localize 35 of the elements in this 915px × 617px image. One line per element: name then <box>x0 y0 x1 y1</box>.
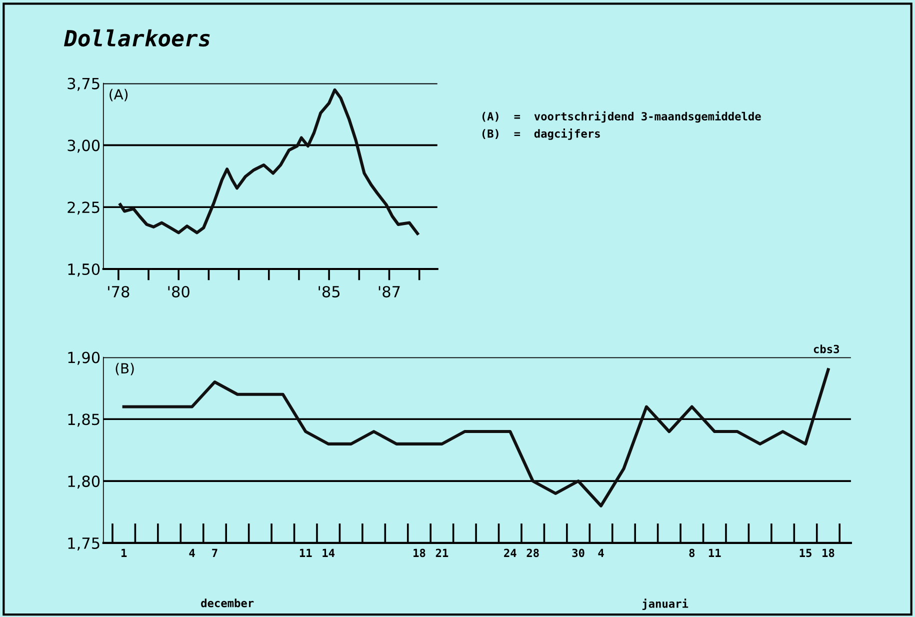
x-tick-label: 4 <box>189 548 195 557</box>
annotation: (A) <box>110 88 128 102</box>
x-tick-label: 11 <box>708 548 721 557</box>
y-tick-label: 3,00 <box>68 140 100 153</box>
x-tick-label: 1 <box>122 548 127 557</box>
y-tick-label: 2,25 <box>68 202 100 215</box>
text: cbs3 <box>814 344 840 354</box>
y-tick-label: 1,50 <box>68 263 100 277</box>
y-tick-label: 1,90 <box>68 352 100 365</box>
x-tick-label: '87 <box>378 286 400 298</box>
y-tick-label: 1,80 <box>68 476 100 489</box>
y-tick-label: 1,75 <box>68 538 100 551</box>
x-tick-label: 18 <box>414 548 426 558</box>
x-tick-label: 11 <box>300 548 312 557</box>
x-tick-label: '80 <box>168 286 190 298</box>
annotation: (B) <box>116 362 134 376</box>
x-tick-label: 15 <box>800 548 812 558</box>
x-tick-label: 18 <box>822 548 834 558</box>
chart-title: Dollarkoers <box>64 29 210 47</box>
x-tick-label: 30 <box>572 548 584 558</box>
x-tick-label: 28 <box>526 548 539 558</box>
text: januari <box>642 598 688 610</box>
x-tick-label: 4 <box>598 548 604 557</box>
x-tick-label: 7 <box>212 548 218 557</box>
x-tick-label: 14 <box>322 548 335 557</box>
y-tick-label: 3,75 <box>68 78 100 91</box>
x-tick-label: 24 <box>504 548 516 557</box>
y-tick-label: 1,85 <box>68 414 100 427</box>
text: december <box>201 598 254 608</box>
x-tick-label: 21 <box>436 548 448 557</box>
x-tick-label: '78 <box>108 286 130 298</box>
text: (B) = dagcijfers <box>482 128 600 140</box>
text: (A) = voortschrijdend 3-maandsgemiddelde <box>482 111 761 123</box>
x-tick-label: 8 <box>689 548 695 558</box>
x-tick-label: '85 <box>318 286 340 298</box>
